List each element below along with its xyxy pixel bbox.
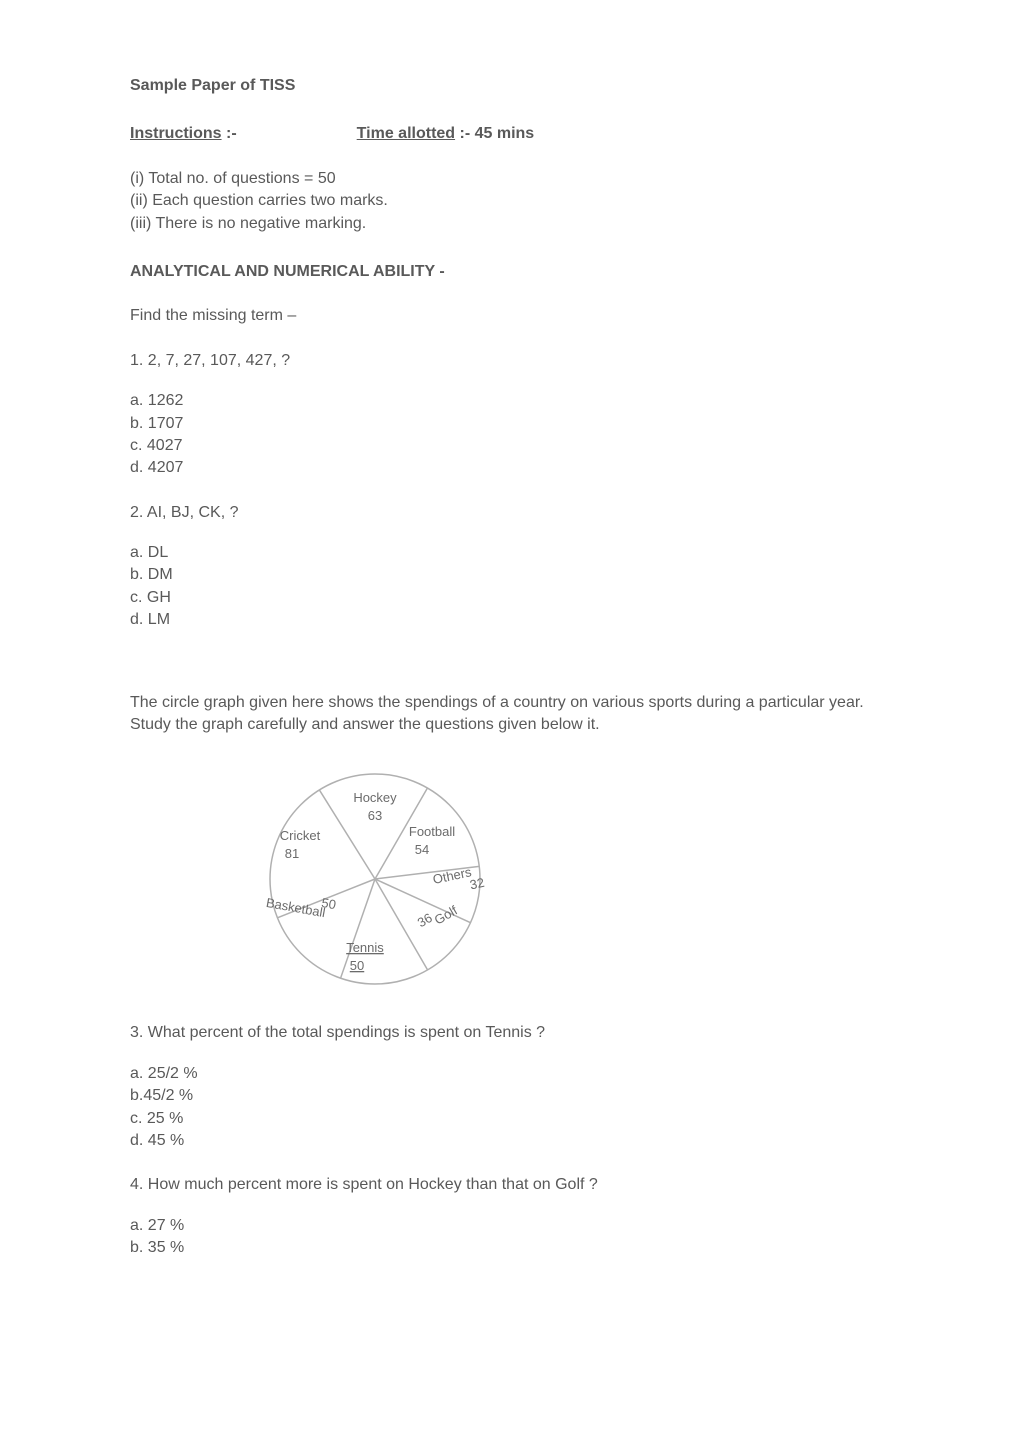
q2-option-c: c. GH xyxy=(130,587,890,609)
time-allotted-label: Time allotted xyxy=(357,125,455,142)
rule-ii: (ii) Each question carries two marks. xyxy=(130,190,890,212)
time-label-group: Time allotted :- 45 mins xyxy=(357,123,535,145)
find-missing-instruction: Find the missing term – xyxy=(130,305,890,327)
q1-option-b: b. 1707 xyxy=(130,413,890,435)
instructions-label-group: Instructions :- xyxy=(130,123,237,145)
svg-text:Football: Football xyxy=(409,824,455,839)
q2-text: 2. AI, BJ, CK, ? xyxy=(130,502,890,524)
instructions-label: Instructions xyxy=(130,125,222,142)
rule-iii: (iii) There is no negative marking. xyxy=(130,213,890,235)
q4-option-a: a. 27 % xyxy=(130,1215,890,1237)
question-1: 1. 2, 7, 27, 107, 427, ? a. 1262 b. 1707… xyxy=(130,350,890,480)
q3-option-c: c. 25 % xyxy=(130,1108,890,1130)
question-3: 3. What percent of the total spendings i… xyxy=(130,1022,890,1152)
q3-option-b: b.45/2 % xyxy=(130,1085,890,1107)
document-page: Sample Paper of TISS Instructions :- Tim… xyxy=(0,0,1020,1442)
question-2: 2. AI, BJ, CK, ? a. DL b. DM c. GH d. LM xyxy=(130,502,890,632)
svg-text:63: 63 xyxy=(368,808,382,823)
instructions-row: Instructions :- Time allotted :- 45 mins xyxy=(130,123,890,145)
q1-text: 1. 2, 7, 27, 107, 427, ? xyxy=(130,350,890,372)
q1-option-c: c. 4027 xyxy=(130,435,890,457)
q1-option-a: a. 1262 xyxy=(130,390,890,412)
q4-text: 4. How much percent more is spent on Hoc… xyxy=(130,1174,890,1196)
q2-option-b: b. DM xyxy=(130,564,890,586)
svg-text:54: 54 xyxy=(415,842,429,857)
section-header-analytical: ANALYTICAL AND NUMERICAL ABILITY - xyxy=(130,261,890,283)
q3-option-d: d. 45 % xyxy=(130,1130,890,1152)
graph-intro-text: The circle graph given here shows the sp… xyxy=(130,692,890,737)
svg-text:Cricket: Cricket xyxy=(280,828,321,843)
instructions-sep: :- xyxy=(222,125,237,142)
q3-text: 3. What percent of the total spendings i… xyxy=(130,1022,890,1044)
pie-chart-svg: Hockey63Football54Others32Golf36Tennis50… xyxy=(200,764,550,994)
svg-text:32: 32 xyxy=(468,875,485,893)
q2-option-d: d. LM xyxy=(130,609,890,631)
q1-option-d: d. 4207 xyxy=(130,457,890,479)
time-allotted-value: :- 45 mins xyxy=(455,125,534,142)
rules-block: (i) Total no. of questions = 50 (ii) Eac… xyxy=(130,168,890,235)
q3-option-a: a. 25/2 % xyxy=(130,1063,890,1085)
svg-text:Tennis: Tennis xyxy=(346,940,384,955)
svg-text:50: 50 xyxy=(350,958,364,973)
svg-text:81: 81 xyxy=(285,846,299,861)
pie-chart: Hockey63Football54Others32Golf36Tennis50… xyxy=(200,764,550,994)
rule-i: (i) Total no. of questions = 50 xyxy=(130,168,890,190)
q2-option-a: a. DL xyxy=(130,542,890,564)
paper-title: Sample Paper of TISS xyxy=(130,75,890,97)
svg-text:50: 50 xyxy=(320,895,337,912)
svg-text:Hockey: Hockey xyxy=(353,790,397,805)
question-4: 4. How much percent more is spent on Hoc… xyxy=(130,1174,890,1259)
q4-option-b: b. 35 % xyxy=(130,1237,890,1259)
